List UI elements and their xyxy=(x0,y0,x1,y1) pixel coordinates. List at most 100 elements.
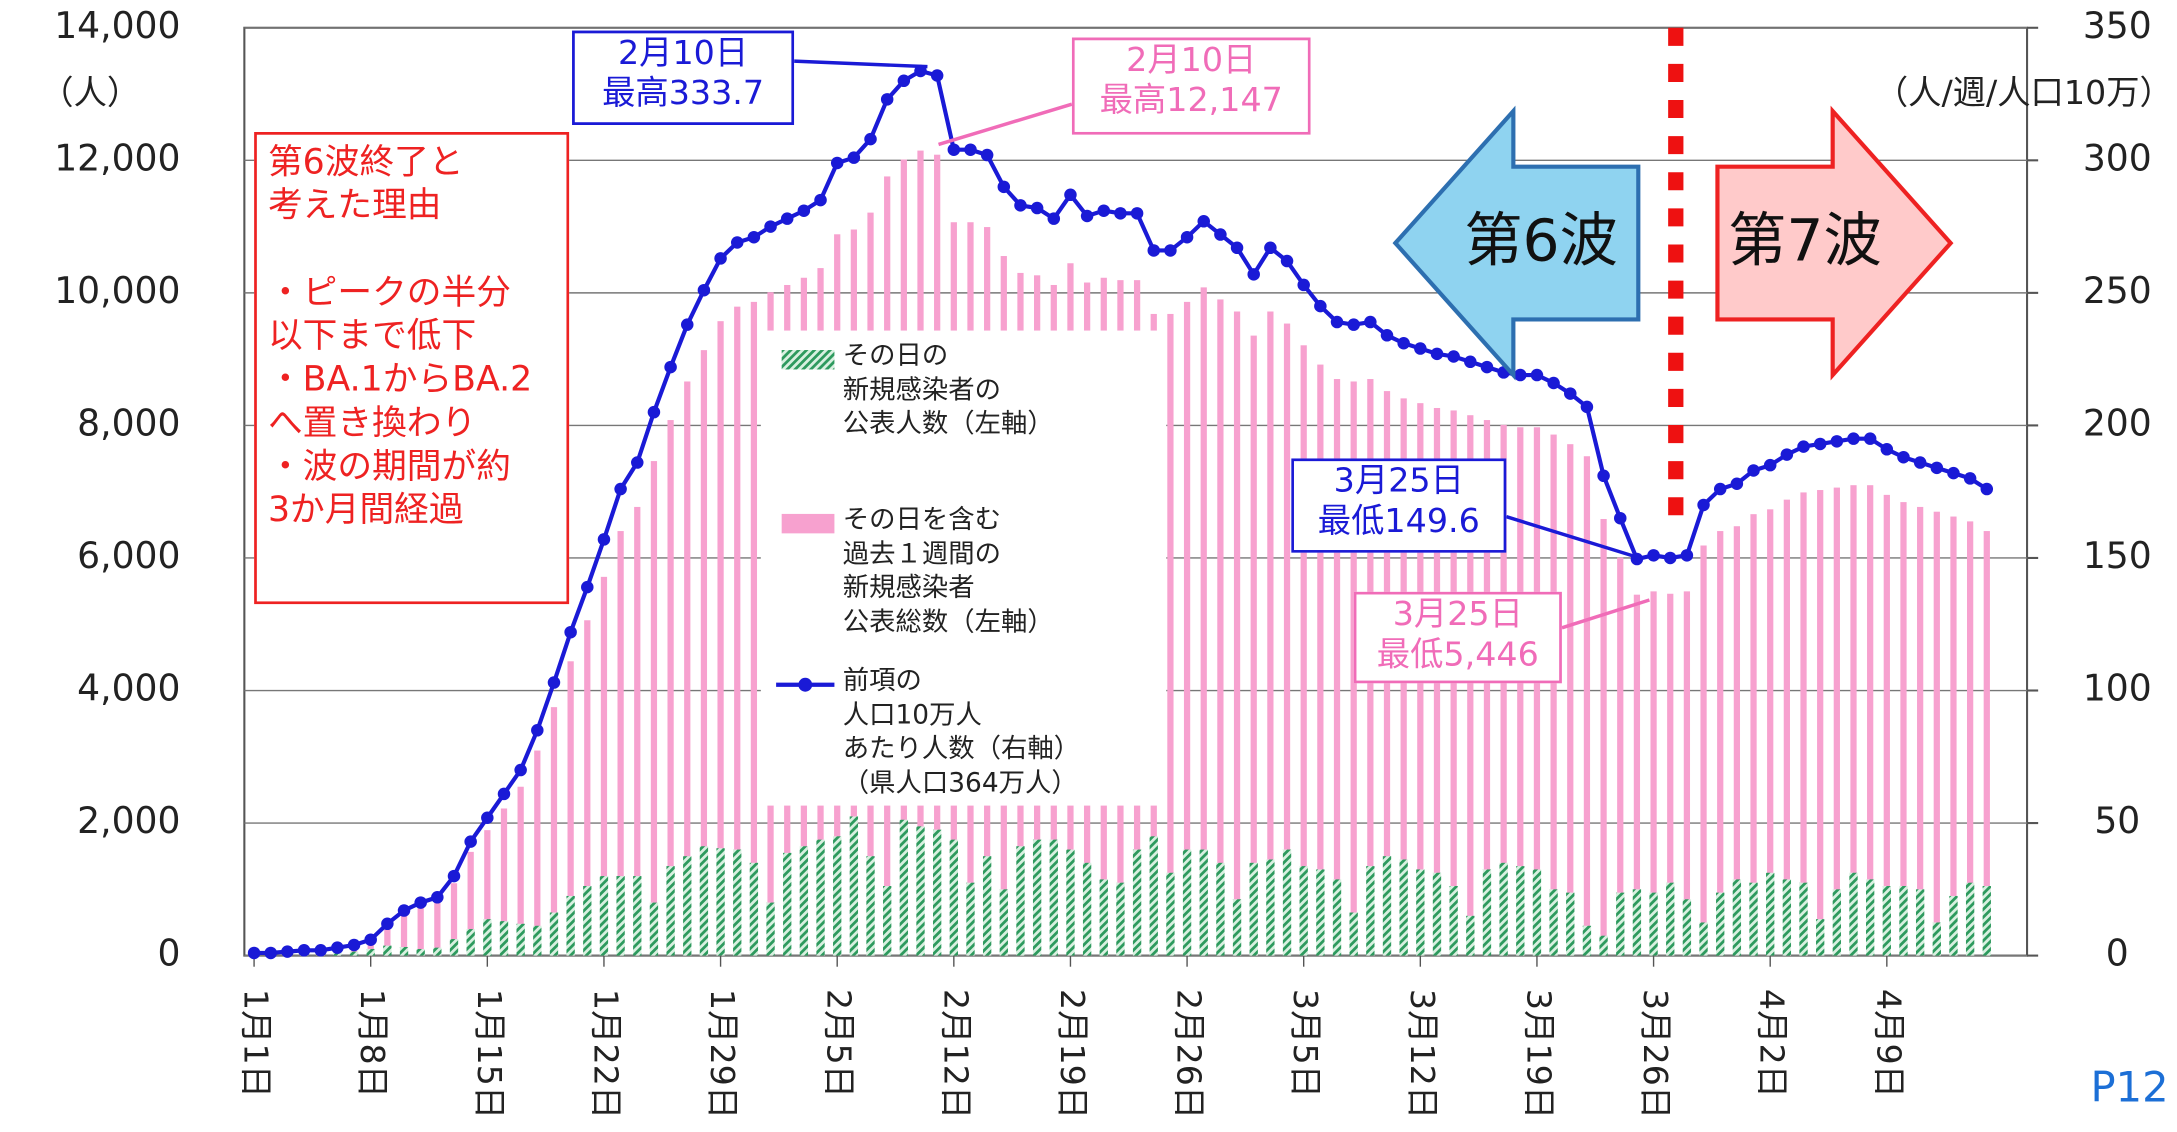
line-point xyxy=(1547,376,1560,390)
annotation-leader xyxy=(1561,598,1650,630)
bar xyxy=(1650,591,1657,956)
line-point xyxy=(1347,318,1360,331)
bar xyxy=(1732,879,1742,956)
bar xyxy=(549,912,559,956)
bar xyxy=(1866,879,1875,956)
bar xyxy=(999,889,1008,956)
line-point xyxy=(1147,244,1161,257)
line-point xyxy=(1780,448,1794,461)
bar xyxy=(617,531,624,956)
legend-swatch xyxy=(781,513,835,534)
arrow-wave6 xyxy=(1392,105,1641,381)
bar xyxy=(1683,591,1691,956)
bar xyxy=(1299,866,1308,956)
bar xyxy=(1099,879,1108,956)
line-point xyxy=(1297,278,1310,292)
line-point xyxy=(730,236,744,249)
arrow-wave7 xyxy=(1715,105,1954,381)
line-point xyxy=(780,212,794,225)
bar xyxy=(1583,456,1591,956)
bar xyxy=(933,829,942,956)
bar xyxy=(1849,872,1858,956)
bar xyxy=(1682,899,1692,956)
bar xyxy=(1132,849,1142,956)
bar xyxy=(417,907,424,956)
bar xyxy=(1300,345,1307,956)
bar xyxy=(1199,849,1208,956)
bar xyxy=(750,301,758,956)
line-point xyxy=(1397,336,1410,350)
bar xyxy=(499,921,509,956)
bar xyxy=(1967,521,1974,956)
line-point xyxy=(1264,241,1277,255)
y2-tick-label: 50 xyxy=(2094,799,2140,842)
bar xyxy=(1832,889,1842,956)
bar xyxy=(1965,882,1975,956)
line-point xyxy=(631,456,644,469)
bar xyxy=(534,750,541,956)
annotation: 2月10日 最高333.7 xyxy=(572,30,795,126)
bar xyxy=(1799,882,1808,956)
arrow-label: 第6波 xyxy=(1464,207,1618,275)
y2-tick-label: 200 xyxy=(2083,401,2152,444)
bar xyxy=(699,846,709,956)
bar xyxy=(1749,882,1758,956)
bar xyxy=(1432,872,1442,956)
bar xyxy=(1717,531,1724,956)
bar xyxy=(816,839,825,956)
bar xyxy=(566,895,575,956)
bar xyxy=(717,321,724,956)
bar xyxy=(1982,886,1991,956)
line-point xyxy=(1697,498,1710,512)
annotation-frame: 3月25日 最低5,446 xyxy=(1353,591,1562,684)
bar xyxy=(766,902,775,956)
annotation-leader xyxy=(1505,515,1642,561)
legend-entry-frame: その日を含む 過去１週間の 新規感染者 公表総数（左軸） xyxy=(843,504,1054,637)
bar xyxy=(400,914,408,956)
line-point xyxy=(1230,241,1244,255)
bar xyxy=(1499,862,1508,956)
bar xyxy=(716,848,725,956)
bar xyxy=(1467,415,1474,956)
bar xyxy=(583,886,592,956)
bar xyxy=(799,846,809,956)
bar xyxy=(384,926,391,956)
legend-swatch-dot xyxy=(798,677,813,692)
bar xyxy=(1915,889,1925,956)
line-point xyxy=(1430,347,1444,361)
line-point xyxy=(1247,268,1260,281)
line-point xyxy=(964,143,977,156)
bar xyxy=(600,576,608,956)
bar xyxy=(783,852,792,956)
x-tick-label: 2月5日 xyxy=(820,989,859,1098)
bar xyxy=(1983,531,1990,956)
y2-tick-label: 0 xyxy=(2106,932,2129,975)
bar xyxy=(1567,444,1574,956)
bar xyxy=(1533,427,1541,956)
bar xyxy=(1933,511,1940,956)
bar xyxy=(1666,882,1675,956)
line-point xyxy=(1197,215,1210,228)
y2-axis-label: （人/週/人口10万） xyxy=(1875,73,2173,112)
bar xyxy=(1399,859,1408,956)
bar xyxy=(734,306,741,956)
line-point xyxy=(1180,230,1194,244)
line-point xyxy=(830,156,844,170)
line-point xyxy=(1897,450,1910,464)
line-point xyxy=(1647,549,1660,562)
bar xyxy=(1632,889,1642,956)
line-point xyxy=(864,132,877,146)
line-point xyxy=(980,148,994,162)
bar xyxy=(333,952,342,956)
line-point xyxy=(1614,511,1627,525)
line-point xyxy=(897,74,911,88)
bar xyxy=(1283,323,1291,956)
line-point xyxy=(331,941,344,954)
bar xyxy=(517,786,524,956)
bar xyxy=(466,929,475,956)
bar xyxy=(1249,862,1258,956)
bar xyxy=(1282,849,1292,956)
bar xyxy=(1899,886,1908,956)
bar xyxy=(1349,912,1358,956)
